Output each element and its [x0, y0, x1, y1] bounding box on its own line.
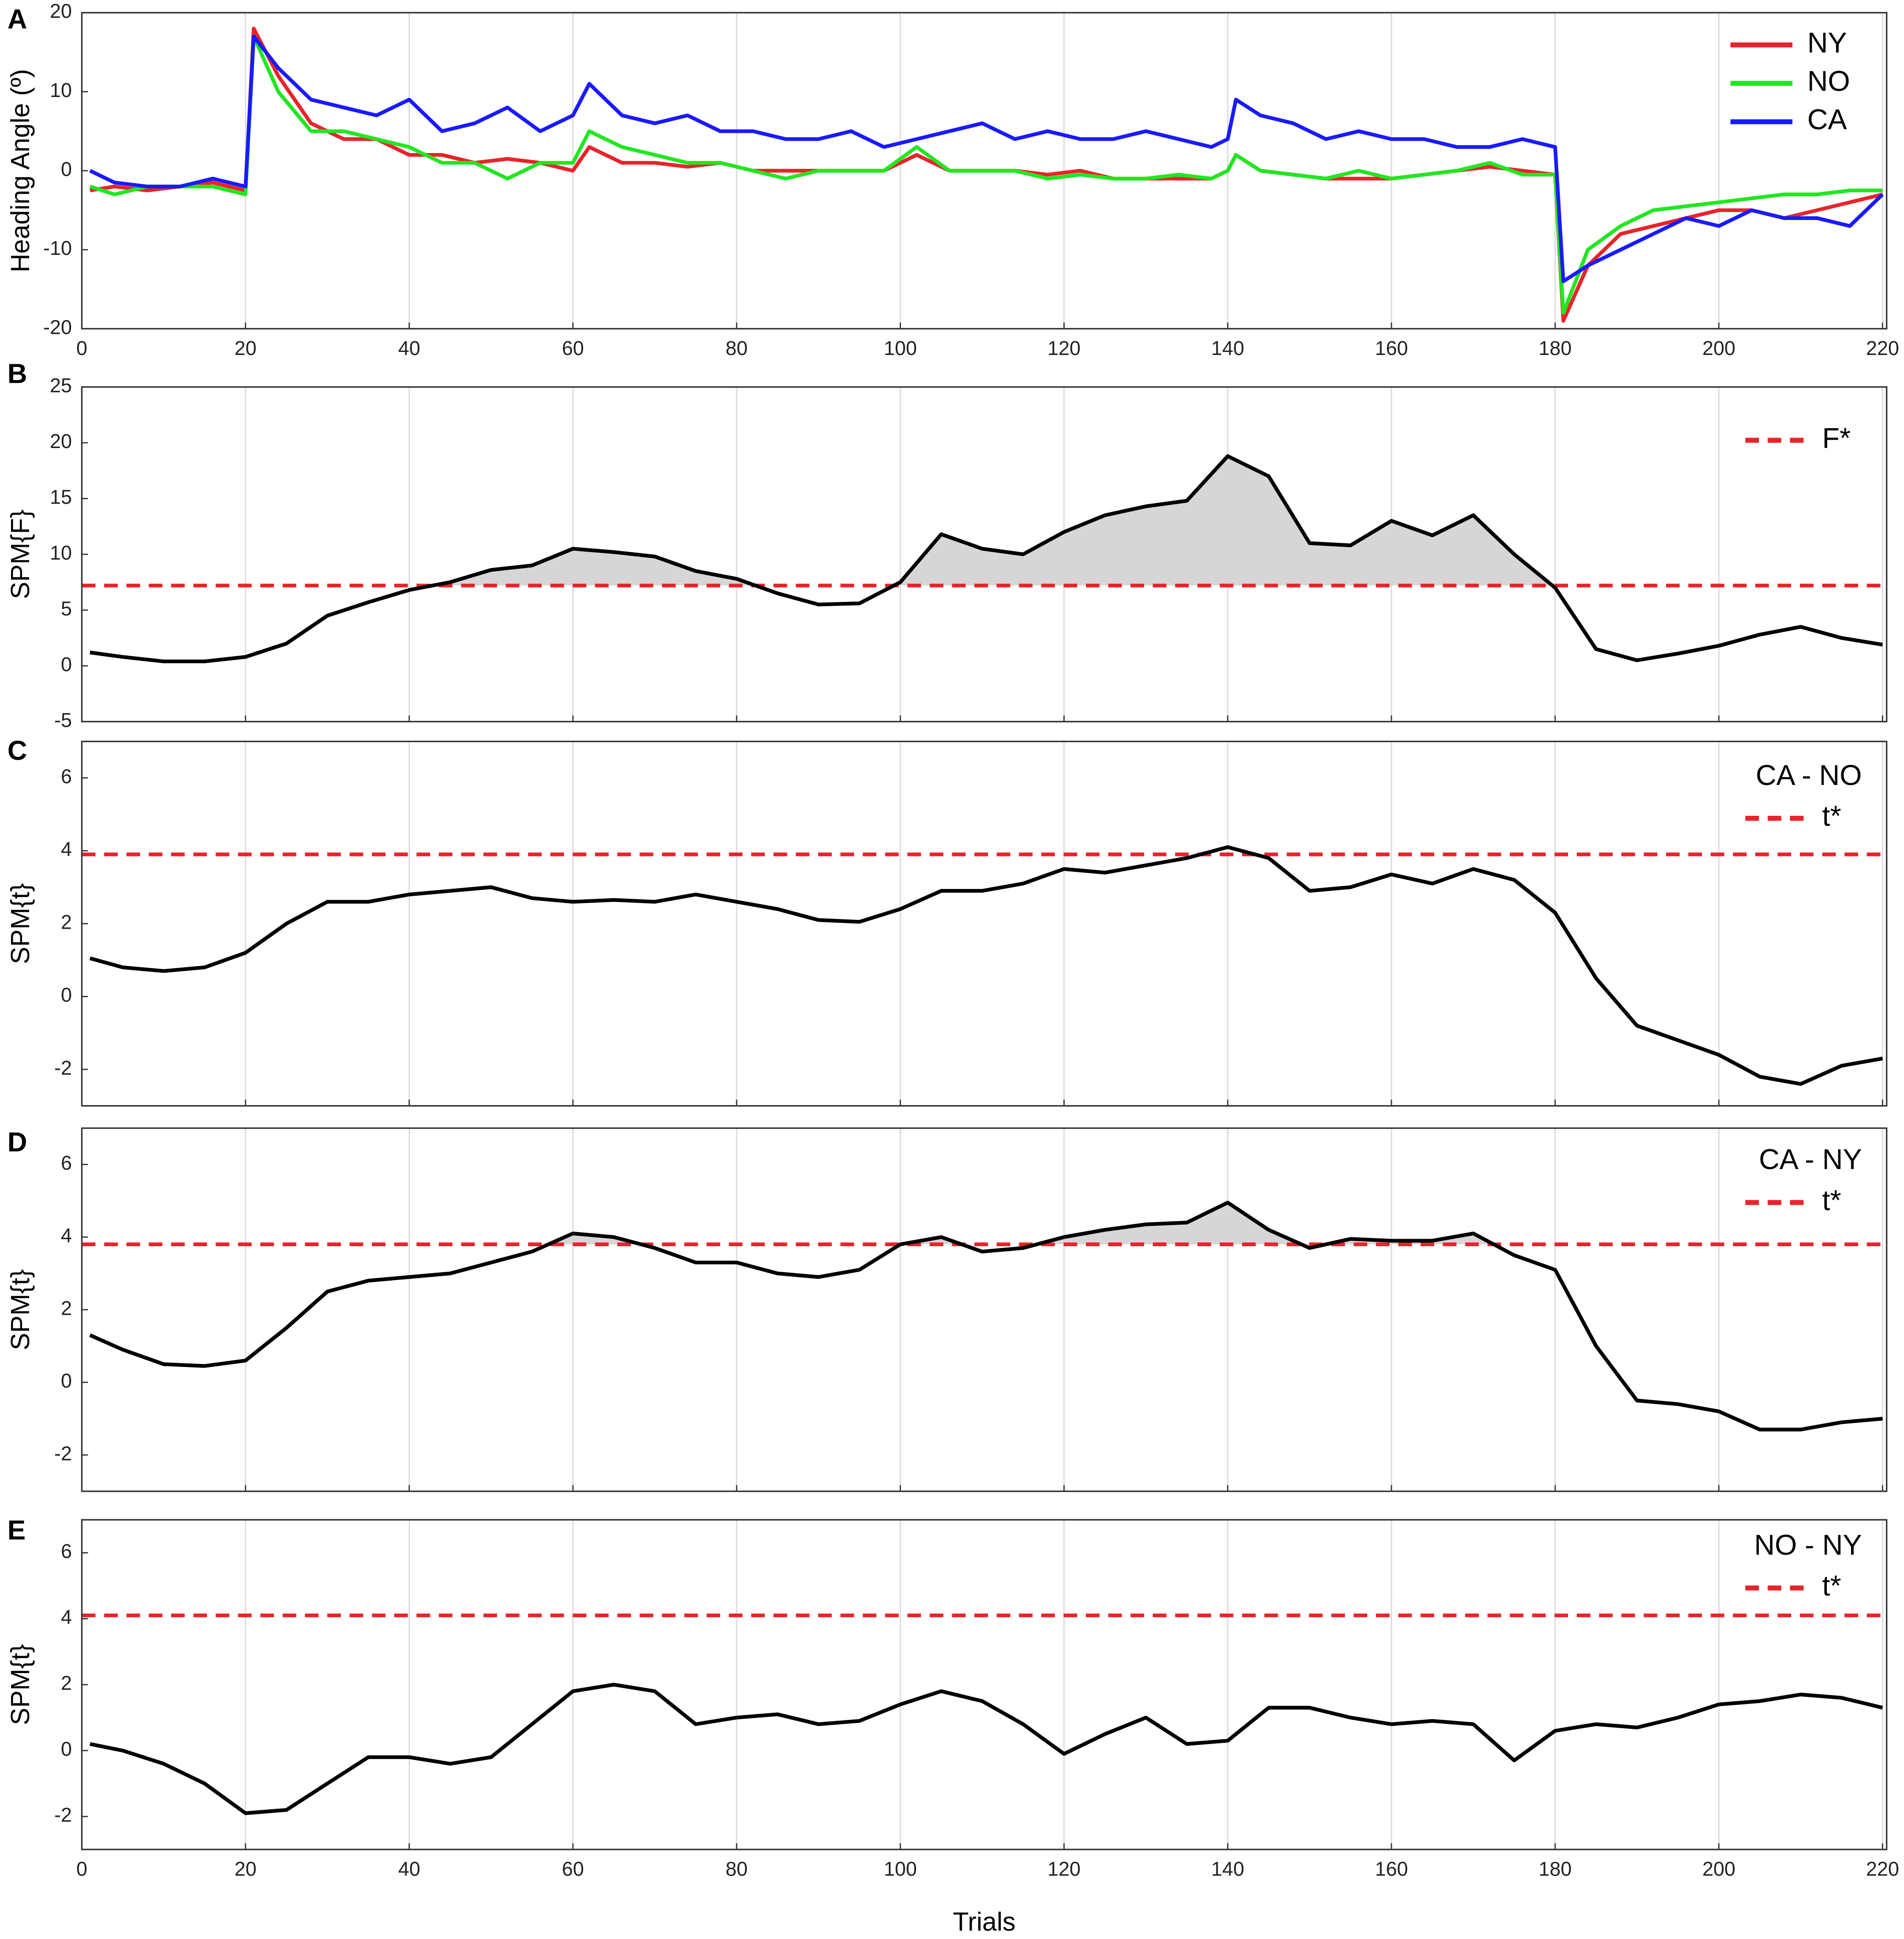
x-tick-label: 200 — [1702, 337, 1736, 359]
y-axis-label: Heading Angle (º) — [6, 69, 35, 273]
y-tick-label: 4 — [61, 1224, 72, 1247]
panel: -5 0 5 10 15 20 25 B SPM{F} F* — [6, 359, 1888, 731]
panel-label: A — [7, 4, 27, 35]
plot-frame — [81, 12, 1888, 330]
legend-label: NO — [1807, 65, 1850, 97]
y-axis-label: SPM{F} — [6, 509, 35, 599]
spm-curve — [90, 454, 1883, 664]
y-tick-label: 0 — [61, 1738, 72, 1760]
plot-frame — [81, 740, 1888, 1107]
x-tick-label: 40 — [398, 337, 420, 359]
x-tick-label: 100 — [884, 1858, 917, 1880]
suprathreshold-area — [432, 456, 1552, 586]
y-tick-label: -10 — [43, 237, 72, 259]
x-tick-label: 60 — [562, 337, 584, 359]
panel: -2 0 2 4 6 D SPM{t} CA - NY t* — [6, 1127, 1888, 1492]
y-tick-label: -2 — [54, 1057, 72, 1079]
x-tick-label: 20 — [235, 1858, 257, 1880]
plot-background — [82, 1128, 1887, 1491]
spm-curve — [89, 845, 1883, 1086]
x-tick-label: 220 — [1866, 1858, 1899, 1880]
spm-curve — [89, 1200, 1883, 1431]
y-tick-label: 4 — [61, 838, 72, 860]
y-tick-label: 2 — [61, 911, 72, 933]
x-axis-label: Trials — [953, 1907, 1016, 1936]
y-tick-label: 2 — [61, 1297, 72, 1319]
y-tick-label: 20 — [50, 430, 72, 452]
y-tick-label: 5 — [61, 597, 72, 620]
x-tick-label: 140 — [1211, 337, 1244, 359]
y-tick-label: 25 — [50, 374, 72, 396]
y-tick-label: 6 — [61, 1151, 72, 1174]
x-tick-label: 60 — [562, 1858, 584, 1880]
y-axis-label: SPM{t} — [6, 1644, 35, 1725]
y-tick-label: -20 — [43, 316, 72, 338]
legend-label: NY — [1807, 26, 1847, 59]
y-tick-label: -5 — [54, 709, 72, 731]
y-tick-label: 0 — [61, 1370, 72, 1392]
plot-background — [82, 1520, 1887, 1849]
x-tick-label: 100 — [884, 337, 917, 359]
legend-label: CA — [1807, 103, 1847, 135]
x-tick-label: 80 — [726, 1858, 748, 1880]
y-tick-label: -2 — [54, 1804, 72, 1826]
x-tick-label: 40 — [398, 1858, 420, 1880]
panel-label: C — [7, 736, 27, 766]
panel: 0 20 40 60 80 100 120 140 160 180 200 220 -2 0 2 4 6 E SPM… — [6, 1515, 1899, 1936]
plot-frame — [81, 1127, 1888, 1492]
y-tick-label: 0 — [61, 653, 72, 676]
x-tick-label: 80 — [726, 337, 748, 359]
x-tick-label: 180 — [1539, 337, 1572, 359]
panel-label: D — [7, 1127, 27, 1158]
legend-title: CA - NO — [1756, 759, 1862, 791]
series-line — [89, 34, 1884, 284]
y-tick-label: 10 — [50, 542, 72, 564]
plot-frame — [81, 1519, 1888, 1850]
x-tick-label: 220 — [1866, 337, 1899, 359]
panel: 0 20 40 60 80 100 120 140 160 180 200 220 -20 -10 0 10 2… — [6, 0, 1899, 359]
series-line — [89, 34, 1883, 315]
y-tick-label: 4 — [61, 1606, 72, 1629]
panel: -2 0 2 4 6 C SPM{t} CA - NO t* — [6, 736, 1888, 1107]
y-tick-label: 2 — [61, 1672, 72, 1694]
x-tick-label: 160 — [1375, 337, 1408, 359]
legend-label: t* — [1822, 800, 1841, 832]
x-tick-label: 120 — [1047, 1858, 1081, 1880]
legend-label: F* — [1822, 422, 1851, 454]
x-tick-label: 120 — [1047, 337, 1081, 359]
y-tick-label: 0 — [61, 984, 72, 1006]
legend-title: NO - NY — [1754, 1528, 1862, 1561]
y-tick-label: 15 — [50, 486, 72, 508]
x-tick-label: 0 — [76, 1858, 87, 1880]
x-tick-label: 20 — [235, 337, 257, 359]
x-tick-label: 0 — [76, 337, 87, 359]
legend-title: CA - NY — [1759, 1143, 1862, 1175]
y-tick-label: 6 — [61, 1540, 72, 1562]
spm-curve — [90, 1682, 1883, 1815]
panel-label: E — [7, 1515, 26, 1546]
plot-background — [82, 741, 1887, 1106]
x-tick-label: 160 — [1375, 1858, 1408, 1880]
y-tick-label: 0 — [61, 158, 72, 180]
panel-label: B — [7, 359, 27, 389]
y-tick-label: 6 — [61, 765, 72, 788]
y-tick-label: 10 — [50, 79, 72, 101]
plot-frame — [81, 386, 1888, 723]
legend-label: t* — [1822, 1184, 1841, 1216]
x-tick-label: 140 — [1211, 1858, 1244, 1880]
x-tick-label: 200 — [1702, 1858, 1736, 1880]
y-tick-label: -2 — [54, 1442, 72, 1465]
legend-label: t* — [1822, 1569, 1841, 1602]
x-tick-label: 180 — [1539, 1858, 1572, 1880]
y-tick-label: 20 — [50, 0, 72, 22]
y-axis-label: SPM{t} — [6, 1269, 35, 1350]
y-axis-label: SPM{t} — [6, 883, 35, 964]
